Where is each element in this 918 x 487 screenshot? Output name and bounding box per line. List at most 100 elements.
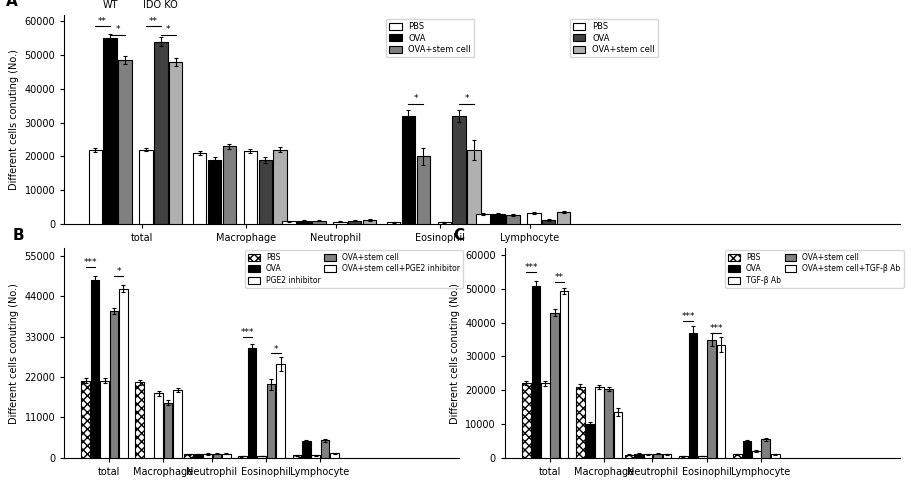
- Bar: [330, 453, 339, 458]
- Text: A: A: [6, 0, 17, 9]
- Text: C: C: [453, 228, 465, 243]
- Bar: [118, 60, 132, 224]
- Bar: [386, 223, 400, 224]
- Bar: [752, 451, 761, 458]
- Text: **: **: [554, 274, 564, 282]
- Text: IDO KO: IDO KO: [143, 0, 178, 10]
- Bar: [333, 222, 347, 224]
- Bar: [267, 384, 275, 458]
- Bar: [154, 393, 163, 458]
- Bar: [312, 221, 326, 224]
- Y-axis label: Different cells conuting (No.): Different cells conuting (No.): [9, 49, 19, 190]
- Bar: [321, 440, 330, 458]
- Bar: [491, 214, 505, 224]
- Bar: [91, 280, 99, 458]
- Bar: [222, 454, 230, 458]
- Bar: [476, 214, 490, 224]
- Text: ***: ***: [681, 312, 695, 321]
- Bar: [207, 160, 221, 224]
- Bar: [698, 456, 707, 458]
- Text: *: *: [117, 267, 121, 276]
- Bar: [532, 285, 540, 458]
- Bar: [248, 348, 256, 458]
- Text: *: *: [274, 345, 278, 354]
- Bar: [634, 454, 644, 458]
- Legend: PBS, OVA, TGF-β Ab, OVA+stem cell, OVA+stem cell+TGF-β Ab: PBS, OVA, TGF-β Ab, OVA+stem cell, OVA+s…: [725, 250, 903, 288]
- Text: **: **: [149, 17, 158, 26]
- Bar: [259, 160, 272, 224]
- Bar: [417, 156, 431, 224]
- Bar: [586, 424, 594, 458]
- Bar: [311, 455, 320, 458]
- Bar: [679, 456, 688, 458]
- Bar: [577, 387, 585, 458]
- Bar: [100, 381, 109, 458]
- Bar: [243, 151, 257, 224]
- Bar: [557, 212, 570, 224]
- Bar: [453, 116, 466, 224]
- Y-axis label: Different cells conuting (No.): Different cells conuting (No.): [9, 282, 18, 424]
- Text: WT: WT: [103, 0, 118, 10]
- Bar: [644, 454, 653, 458]
- Bar: [140, 150, 152, 224]
- Bar: [110, 311, 118, 458]
- Y-axis label: Different cells conuting (No.): Different cells conuting (No.): [450, 282, 460, 424]
- Bar: [193, 153, 207, 224]
- Legend: PBS, OVA, OVA+stem cell: PBS, OVA, OVA+stem cell: [570, 19, 658, 57]
- Bar: [203, 454, 212, 458]
- Bar: [717, 345, 725, 458]
- Text: ***: ***: [524, 263, 538, 272]
- Bar: [604, 389, 613, 458]
- Bar: [625, 455, 633, 458]
- Bar: [257, 456, 266, 458]
- Text: ***: ***: [84, 258, 97, 267]
- Bar: [274, 150, 287, 224]
- Bar: [104, 38, 117, 224]
- Bar: [551, 313, 559, 458]
- Bar: [194, 454, 203, 458]
- Bar: [163, 403, 173, 458]
- Bar: [527, 213, 541, 224]
- Bar: [771, 454, 779, 458]
- Bar: [541, 383, 550, 458]
- Bar: [560, 291, 568, 458]
- Bar: [438, 223, 451, 224]
- Bar: [119, 289, 128, 458]
- Text: ***: ***: [241, 328, 254, 337]
- Text: **: **: [98, 17, 107, 26]
- Bar: [302, 441, 310, 458]
- Text: *: *: [414, 94, 419, 103]
- Bar: [614, 412, 622, 458]
- Bar: [88, 150, 102, 224]
- Bar: [297, 221, 311, 224]
- Legend: PBS, OVA, PGE2 inhibitor, OVA+stem cell, OVA+stem cell+PGE2 inhibitor: PBS, OVA, PGE2 inhibitor, OVA+stem cell,…: [245, 250, 463, 288]
- Bar: [402, 116, 415, 224]
- Bar: [733, 454, 742, 458]
- Text: *: *: [166, 25, 171, 34]
- Bar: [239, 456, 247, 458]
- Bar: [743, 441, 751, 458]
- Bar: [363, 220, 376, 224]
- Bar: [522, 383, 531, 458]
- Bar: [467, 150, 481, 224]
- Bar: [506, 215, 520, 224]
- Text: *: *: [116, 25, 120, 34]
- Bar: [348, 221, 362, 224]
- Bar: [688, 333, 697, 458]
- Bar: [169, 62, 183, 224]
- Bar: [708, 339, 716, 458]
- Bar: [223, 146, 236, 224]
- Bar: [663, 454, 671, 458]
- Text: B: B: [13, 228, 25, 243]
- Bar: [82, 381, 90, 458]
- Bar: [213, 454, 221, 458]
- Bar: [293, 455, 301, 458]
- Bar: [185, 454, 193, 458]
- Bar: [174, 390, 182, 458]
- Text: ***: ***: [710, 324, 723, 333]
- Bar: [542, 220, 555, 224]
- Bar: [136, 382, 144, 458]
- Text: *: *: [465, 94, 469, 103]
- Bar: [283, 221, 296, 224]
- Bar: [595, 387, 604, 458]
